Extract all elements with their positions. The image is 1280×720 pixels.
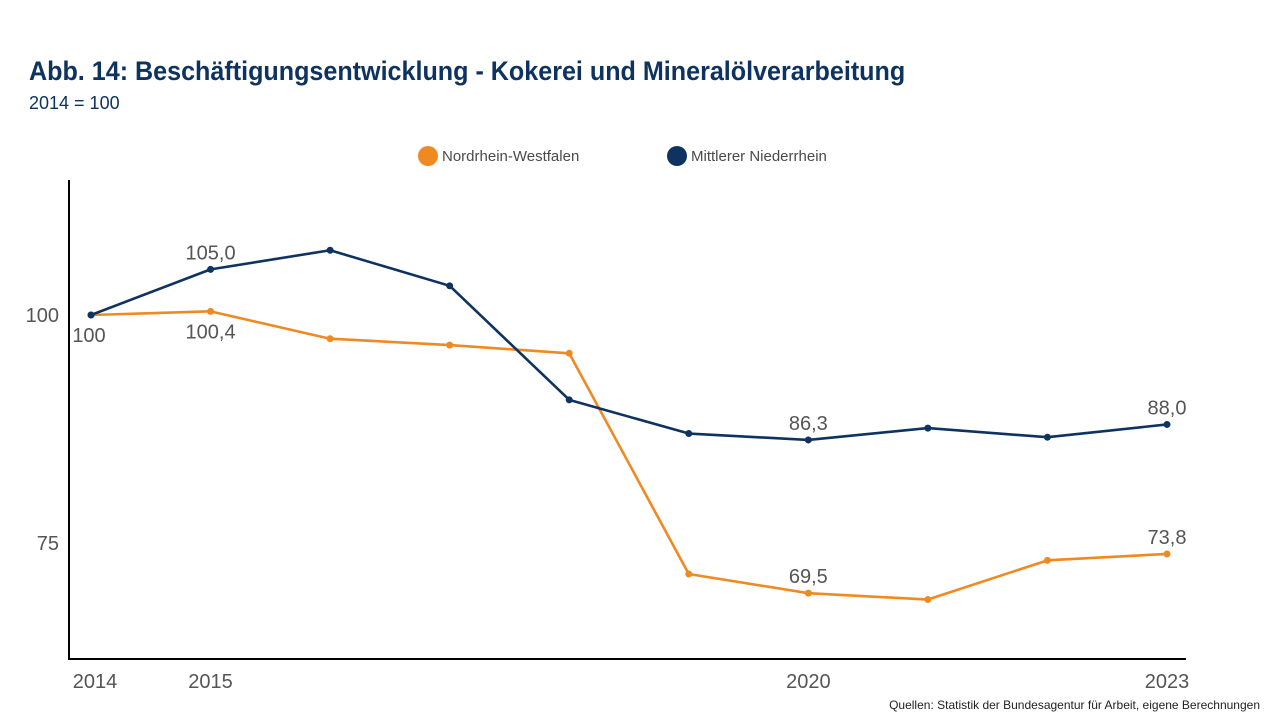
data-label-nrw: 73,8 [1148,527,1187,549]
data-point-mnr [326,246,334,254]
x-tick-label: 2020 [786,671,831,693]
legend-label-mnr: Mittlerer Niederrhein [691,147,827,165]
x-tick-label: 2014 [73,671,118,693]
data-point-nrw [1043,556,1051,564]
data-point-nrw [804,589,812,597]
x-tick-label: 2015 [188,671,233,693]
legend-label-nrw: Nordrhein-Westfalen [442,147,580,165]
x-tick-label: 2023 [1145,671,1190,693]
data-point-nrw [565,349,573,357]
data-point-nrw [685,570,693,578]
data-point-mnr [685,430,693,438]
data-point-mnr [804,436,812,444]
legend-swatch-mnr [667,146,687,166]
data-point-nrw [207,307,215,315]
data-point-mnr [87,311,95,319]
series-line-mnr [89,248,1169,442]
legend-item-nrw: Nordrhein-Westfalen [418,146,579,166]
legend-item-mnr: Mittlerer Niederrhein [667,146,827,166]
y-tick-label: 100 [26,305,59,327]
chart-title: Abb. 14: Beschäftigungsentwicklung - Kok… [29,56,906,86]
data-point-nrw [446,341,454,349]
data-point-nrw [924,596,932,604]
source-note: Quellen: Statistik der Bundesagentur für… [889,698,1260,712]
data-point-nrw [326,335,334,343]
data-point-mnr [565,396,573,404]
chart-subtitle: 2014 = 100 [29,93,120,113]
data-point-mnr [924,424,932,432]
data-label-nrw: 100 [72,325,105,347]
data-label-mnr: 88,0 [1148,397,1187,419]
data-point-nrw [1163,550,1171,558]
data-label-mnr: 86,3 [789,413,828,435]
legend-swatch-nrw [418,146,438,166]
data-point-mnr [446,282,454,290]
data-point-mnr [207,265,215,273]
data-point-mnr [1163,420,1171,428]
data-point-mnr [1043,433,1051,441]
data-label-nrw: 100,4 [186,321,236,343]
data-label-nrw: 69,5 [789,566,828,588]
y-tick-label: 75 [37,533,59,555]
series-line-nrw [89,310,1169,601]
data-label-mnr: 105,0 [186,242,236,264]
